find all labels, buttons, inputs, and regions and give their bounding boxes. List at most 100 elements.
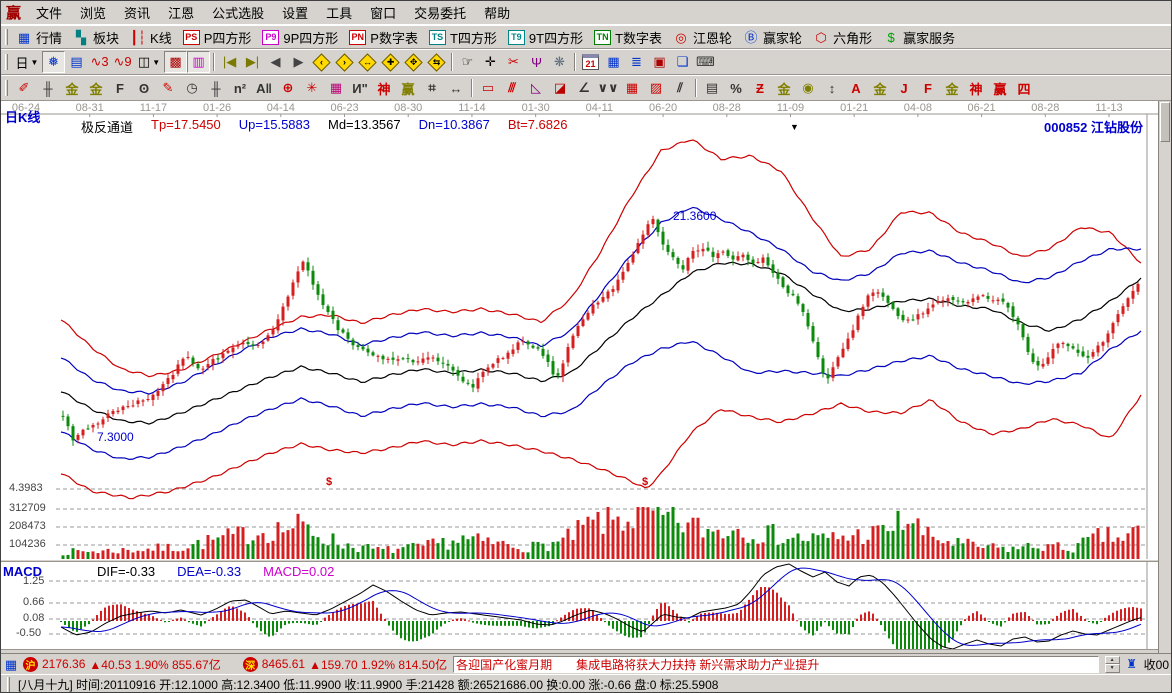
menu-item-8[interactable]: 交易委托 bbox=[414, 6, 467, 21]
toolbar-quotes-button[interactable]: ▦ 行情 bbox=[12, 27, 69, 48]
draw-shen-angle-button[interactable]: 神 bbox=[964, 77, 988, 99]
draw-gold-grid-2-button[interactable]: 金 bbox=[84, 77, 108, 99]
draw-j-angle-button[interactable]: J bbox=[892, 77, 916, 99]
spin-down-icon[interactable]: ▼ bbox=[1104, 664, 1120, 673]
draw-grid-2-button[interactable]: ╫ bbox=[204, 77, 228, 99]
draw-a-wave-button[interactable]: A bbox=[844, 77, 868, 99]
pane-splitter[interactable] bbox=[1, 559, 1158, 562]
shift-left-button[interactable]: ‹ bbox=[310, 51, 333, 73]
toolbar-grip[interactable] bbox=[5, 54, 8, 70]
draw-web-grid-button[interactable]: ▦ bbox=[324, 77, 348, 99]
menu-item-9[interactable]: 帮助 bbox=[484, 6, 511, 21]
spin-up-icon[interactable]: ▲ bbox=[1104, 655, 1120, 664]
draw-count-grid-button[interactable]: ⌗ bbox=[420, 77, 444, 99]
draw-percent-button[interactable]: % bbox=[724, 77, 748, 99]
draw-shen-grid-button[interactable]: 神 bbox=[372, 77, 396, 99]
draw-si-angle-button[interactable]: 四 bbox=[1012, 77, 1036, 99]
notes-button[interactable]: ≣ bbox=[625, 51, 648, 73]
first-page-button[interactable]: |◀ bbox=[218, 51, 241, 73]
draw-i-wave-button[interactable]: И" bbox=[348, 77, 372, 99]
quotes-grid-icon[interactable]: ▦ bbox=[4, 656, 18, 672]
matrix-button[interactable]: ▦ bbox=[602, 51, 625, 73]
menu-item-0[interactable]: 文件 bbox=[36, 6, 63, 21]
draw-f-grid-button[interactable]: F bbox=[108, 77, 132, 99]
network-button[interactable]: ❏ bbox=[671, 51, 694, 73]
draw-gold-line-button[interactable]: 金 bbox=[772, 77, 796, 99]
shift-right-button[interactable]: › bbox=[333, 51, 356, 73]
toolbar-gann-wheel-button[interactable]: ◎ 江恩轮 bbox=[669, 27, 739, 48]
draw-grid-button[interactable]: ╫ bbox=[36, 77, 60, 99]
scrollbar-thumb[interactable] bbox=[1160, 102, 1170, 142]
toolbar-winner-wheel-button[interactable]: Ⓑ 赢家轮 bbox=[739, 27, 809, 48]
draw-gann-box-button[interactable]: ◺ bbox=[524, 77, 548, 99]
calendar-button[interactable]: 21 bbox=[579, 51, 602, 73]
next-page-button[interactable]: ▶ bbox=[287, 51, 310, 73]
swap-view-button[interactable]: ⇆ bbox=[425, 51, 448, 73]
draw-web-button[interactable]: ✳ bbox=[300, 77, 324, 99]
draw-angle-lines-button[interactable]: ∠ bbox=[572, 77, 596, 99]
draw-pencil-button[interactable]: ✐ bbox=[12, 77, 36, 99]
draw-a-ruler-button[interactable]: A‖ bbox=[252, 77, 276, 99]
draw-updown-button[interactable]: ↕ bbox=[820, 77, 844, 99]
menu-item-5[interactable]: 设置 bbox=[282, 6, 309, 21]
print-button[interactable]: ⌨ bbox=[694, 51, 717, 73]
angle-tool-button[interactable]: Ψ bbox=[525, 51, 548, 73]
toolbar-hexagon-button[interactable]: ⬡ 六角形 bbox=[809, 27, 879, 48]
draw-gold-circle-button[interactable]: ◉ bbox=[796, 77, 820, 99]
draw-ying-angle-button[interactable]: 赢 bbox=[988, 77, 1012, 99]
draw-percent-grid-button[interactable]: ▤ bbox=[700, 77, 724, 99]
toolbar-9t-square-button[interactable]: T9 9T四方形 bbox=[504, 27, 590, 48]
prev-page-button[interactable]: ◀ bbox=[264, 51, 287, 73]
menu-item-4[interactable]: 公式选股 bbox=[212, 6, 265, 21]
menu-item-6[interactable]: 工具 bbox=[326, 6, 353, 21]
color-histogram-button[interactable]: ▥ bbox=[187, 51, 210, 73]
ticker-spinner[interactable]: ▲ ▼ bbox=[1104, 655, 1120, 673]
draw-n-square-button[interactable]: n² bbox=[228, 77, 252, 99]
compress-x-button[interactable]: ✚ bbox=[379, 51, 402, 73]
info-panel-button[interactable]: ▤ bbox=[65, 51, 88, 73]
wave-9-button[interactable]: ∿9 bbox=[111, 51, 134, 73]
menu-item-7[interactable]: 窗口 bbox=[370, 6, 397, 21]
draw-span-arrow-button[interactable]: ↔ bbox=[444, 77, 468, 99]
toolbar-t-table-button[interactable]: TN T数字表 bbox=[590, 27, 669, 48]
draw-time-cycle-button[interactable]: ◷ bbox=[180, 77, 204, 99]
draw-fan-button[interactable]: ⫻ bbox=[500, 77, 524, 99]
chart-canvas[interactable] bbox=[1, 101, 1160, 653]
draw-gold-under-button[interactable]: 金 bbox=[868, 77, 892, 99]
draw-box-button[interactable]: ▭ bbox=[476, 77, 500, 99]
pattern-tool-button[interactable]: ❋ bbox=[548, 51, 571, 73]
hand-tool-button[interactable]: ☞ bbox=[456, 51, 479, 73]
tower-icon[interactable]: ♜ bbox=[1126, 656, 1138, 671]
draw-brush-button[interactable]: ✎ bbox=[156, 77, 180, 99]
draw-zigzag-button[interactable]: ∨∨ bbox=[596, 77, 620, 99]
toolbar-kline-button[interactable]: ┃┆ K线 bbox=[126, 27, 179, 48]
toolbar-9p-square-button[interactable]: P9 9P四方形 bbox=[258, 27, 345, 48]
draw-percent-z-button[interactable]: Ƶ bbox=[748, 77, 772, 99]
measure-tool-button[interactable]: ✂ bbox=[502, 51, 525, 73]
toolbar-p-square-button[interactable]: PS P四方形 bbox=[179, 27, 259, 48]
expand-all-button[interactable]: ✥ bbox=[402, 51, 425, 73]
crosshair-tool-button[interactable]: ✛ bbox=[479, 51, 502, 73]
toolbar-t-square-button[interactable]: TS T四方形 bbox=[425, 27, 504, 48]
draw-gann-box-2-button[interactable]: ◪ bbox=[548, 77, 572, 99]
draw-ying-grid-button[interactable]: 赢 bbox=[396, 77, 420, 99]
toolbar-grip[interactable] bbox=[5, 29, 8, 45]
draw-price-grid-button[interactable]: ▦ bbox=[620, 77, 644, 99]
period-combo-button[interactable]: 日 ▼ bbox=[12, 51, 42, 73]
menu-item-2[interactable]: 资讯 bbox=[124, 6, 151, 21]
wave-3-button[interactable]: ∿3 bbox=[88, 51, 111, 73]
draw-grid-arrow-button[interactable]: ▨ bbox=[644, 77, 668, 99]
menu-item-1[interactable]: 浏览 bbox=[80, 6, 107, 21]
last-page-button[interactable]: ▶| bbox=[241, 51, 264, 73]
vertical-scrollbar[interactable] bbox=[1158, 101, 1171, 653]
toolbar-winner-service-button[interactable]: $ 赢家服务 bbox=[879, 27, 962, 48]
draw-parallel-button[interactable]: ⫽ bbox=[668, 77, 692, 99]
chart-area[interactable]: 06-24 08-31 11-17 01-26 04-14 06-23 08-30 11-14… bbox=[1, 101, 1171, 653]
kline-mode-button[interactable]: ▩ bbox=[164, 51, 187, 73]
expand-x-button[interactable]: ↔ bbox=[356, 51, 379, 73]
draw-f-angle-button[interactable]: F bbox=[916, 77, 940, 99]
toolbar-p-table-button[interactable]: PN P数字表 bbox=[345, 27, 425, 48]
save-button[interactable]: ▣ bbox=[648, 51, 671, 73]
toolbar-sectors-button[interactable]: ▚ 板块 bbox=[69, 27, 126, 48]
draw-gold-angle-button[interactable]: 金 bbox=[940, 77, 964, 99]
